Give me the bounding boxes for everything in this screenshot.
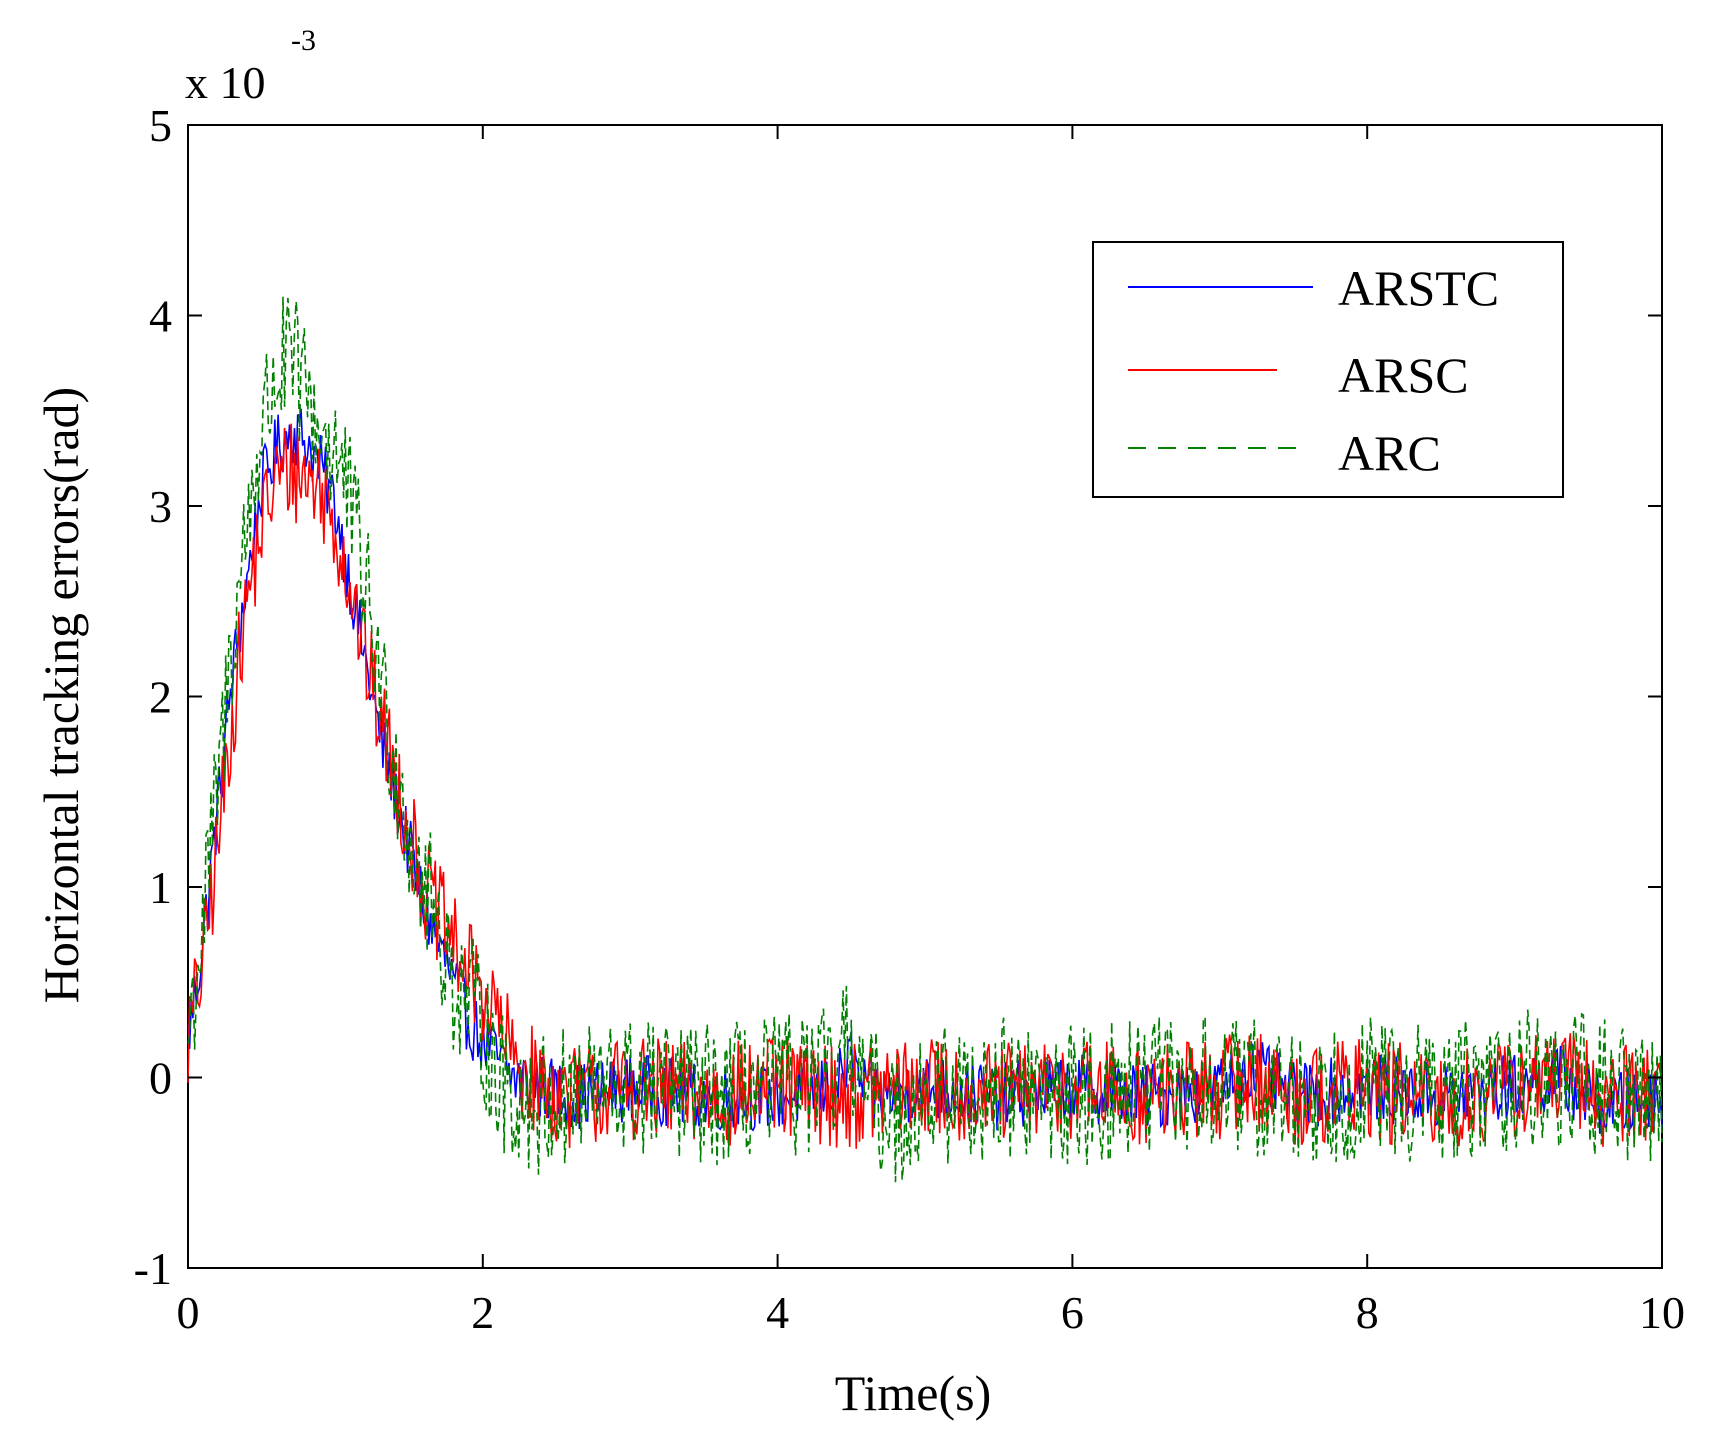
y-scale-base: x 10 — [185, 57, 266, 108]
y-scale-factor: x 10 -3 — [185, 24, 316, 108]
legend-label-arsc: ARSC — [1338, 347, 1469, 403]
x-tick-label: 10 — [1639, 1287, 1685, 1338]
y-scale-exponent: -3 — [291, 24, 316, 57]
series-line-arc — [187, 296, 1663, 1183]
x-tick-label: 2 — [471, 1287, 494, 1338]
x-axis-label: Time(s) — [835, 1365, 992, 1421]
y-tick-label: 4 — [149, 291, 172, 342]
y-tick-label: 1 — [149, 862, 172, 913]
x-tick-label: 4 — [766, 1287, 789, 1338]
legend: ARSTC ARSC ARC — [1092, 241, 1564, 498]
y-axis-label: Horizontal tracking errors(rad) — [33, 387, 89, 1003]
series-line-arsc — [187, 423, 1663, 1149]
y-tick-label: -1 — [134, 1243, 172, 1294]
series-layer — [187, 296, 1663, 1183]
x-tick-label: 8 — [1356, 1287, 1379, 1338]
y-tick-label: 5 — [149, 100, 172, 151]
legend-label-arstc: ARSTC — [1338, 260, 1499, 316]
y-tick-label: 2 — [149, 672, 172, 723]
y-tick-label: 0 — [149, 1053, 172, 1104]
legend-label-arc: ARC — [1338, 425, 1441, 481]
x-tick-label: 6 — [1061, 1287, 1084, 1338]
ticks-layer — [187, 124, 1663, 1269]
x-tick-label: 0 — [177, 1287, 200, 1338]
y-tick-label: 3 — [149, 481, 172, 532]
